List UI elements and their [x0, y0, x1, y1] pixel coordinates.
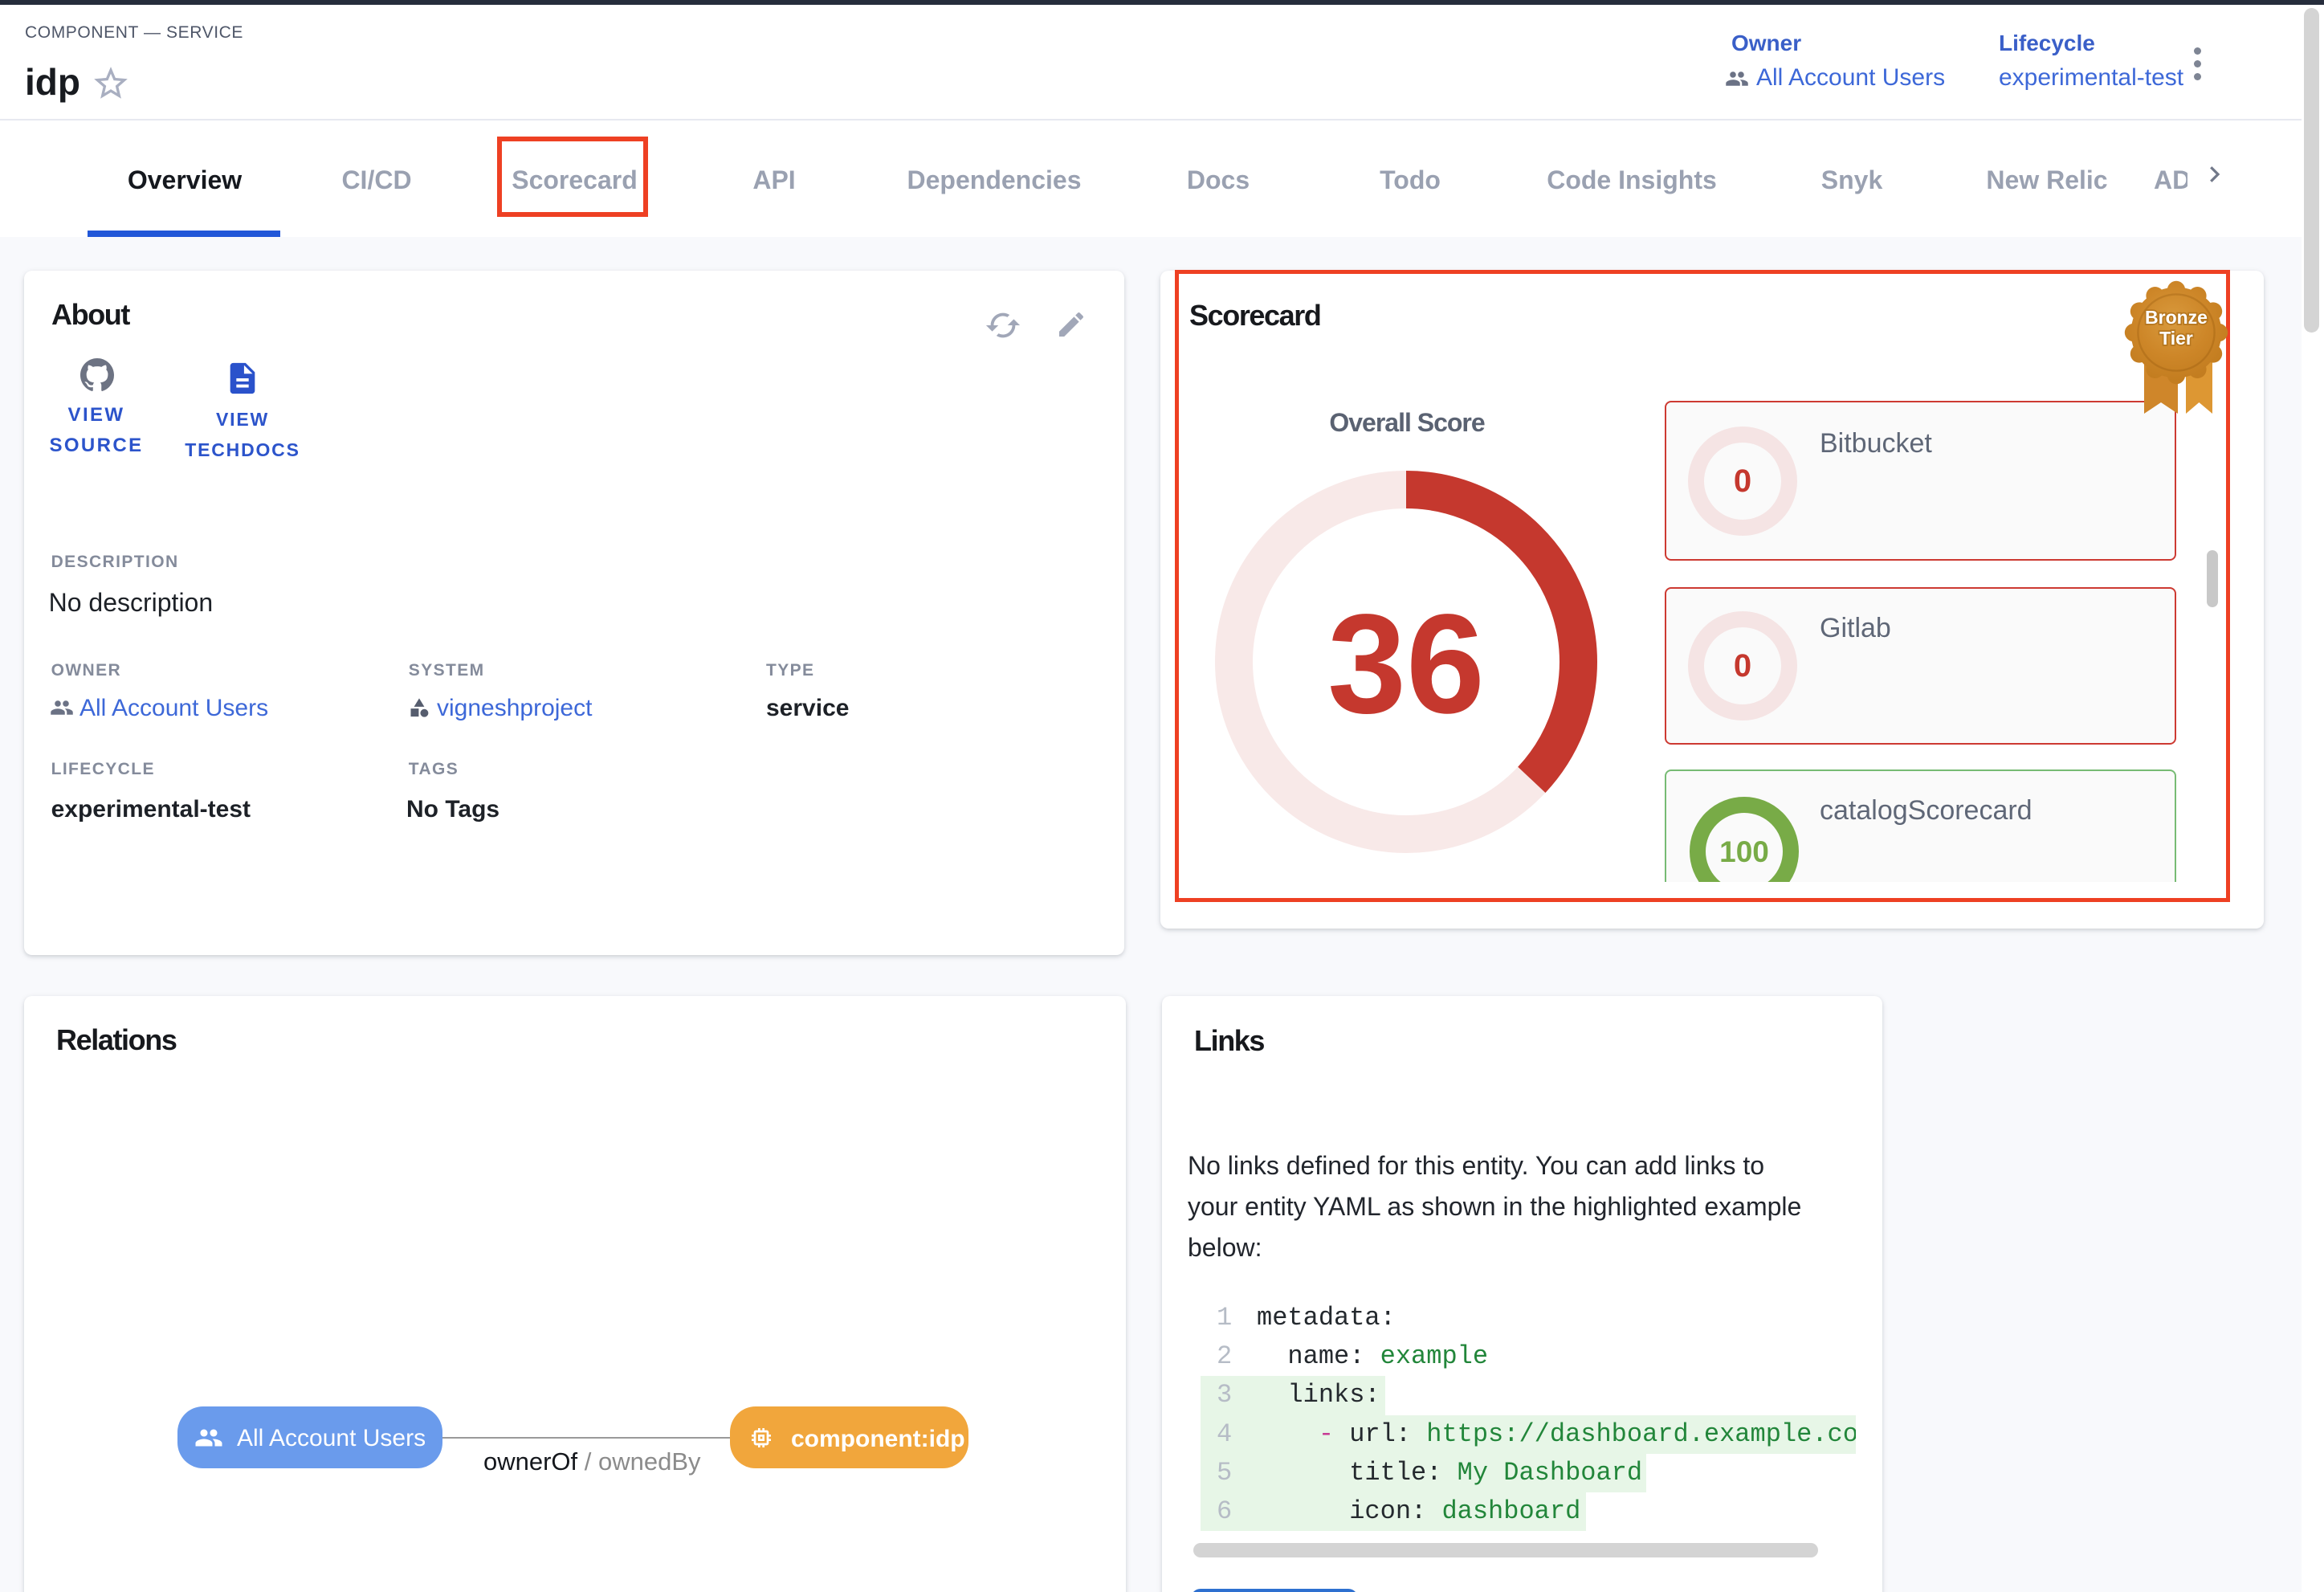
- svg-text:36: 36: [1327, 586, 1485, 743]
- svg-text:Bronze: Bronze: [2145, 307, 2208, 328]
- svg-text:100: 100: [1719, 835, 1769, 868]
- svg-text:0: 0: [1734, 463, 1751, 499]
- svg-text:0: 0: [1734, 648, 1751, 684]
- svg-text:Tier: Tier: [2159, 328, 2193, 349]
